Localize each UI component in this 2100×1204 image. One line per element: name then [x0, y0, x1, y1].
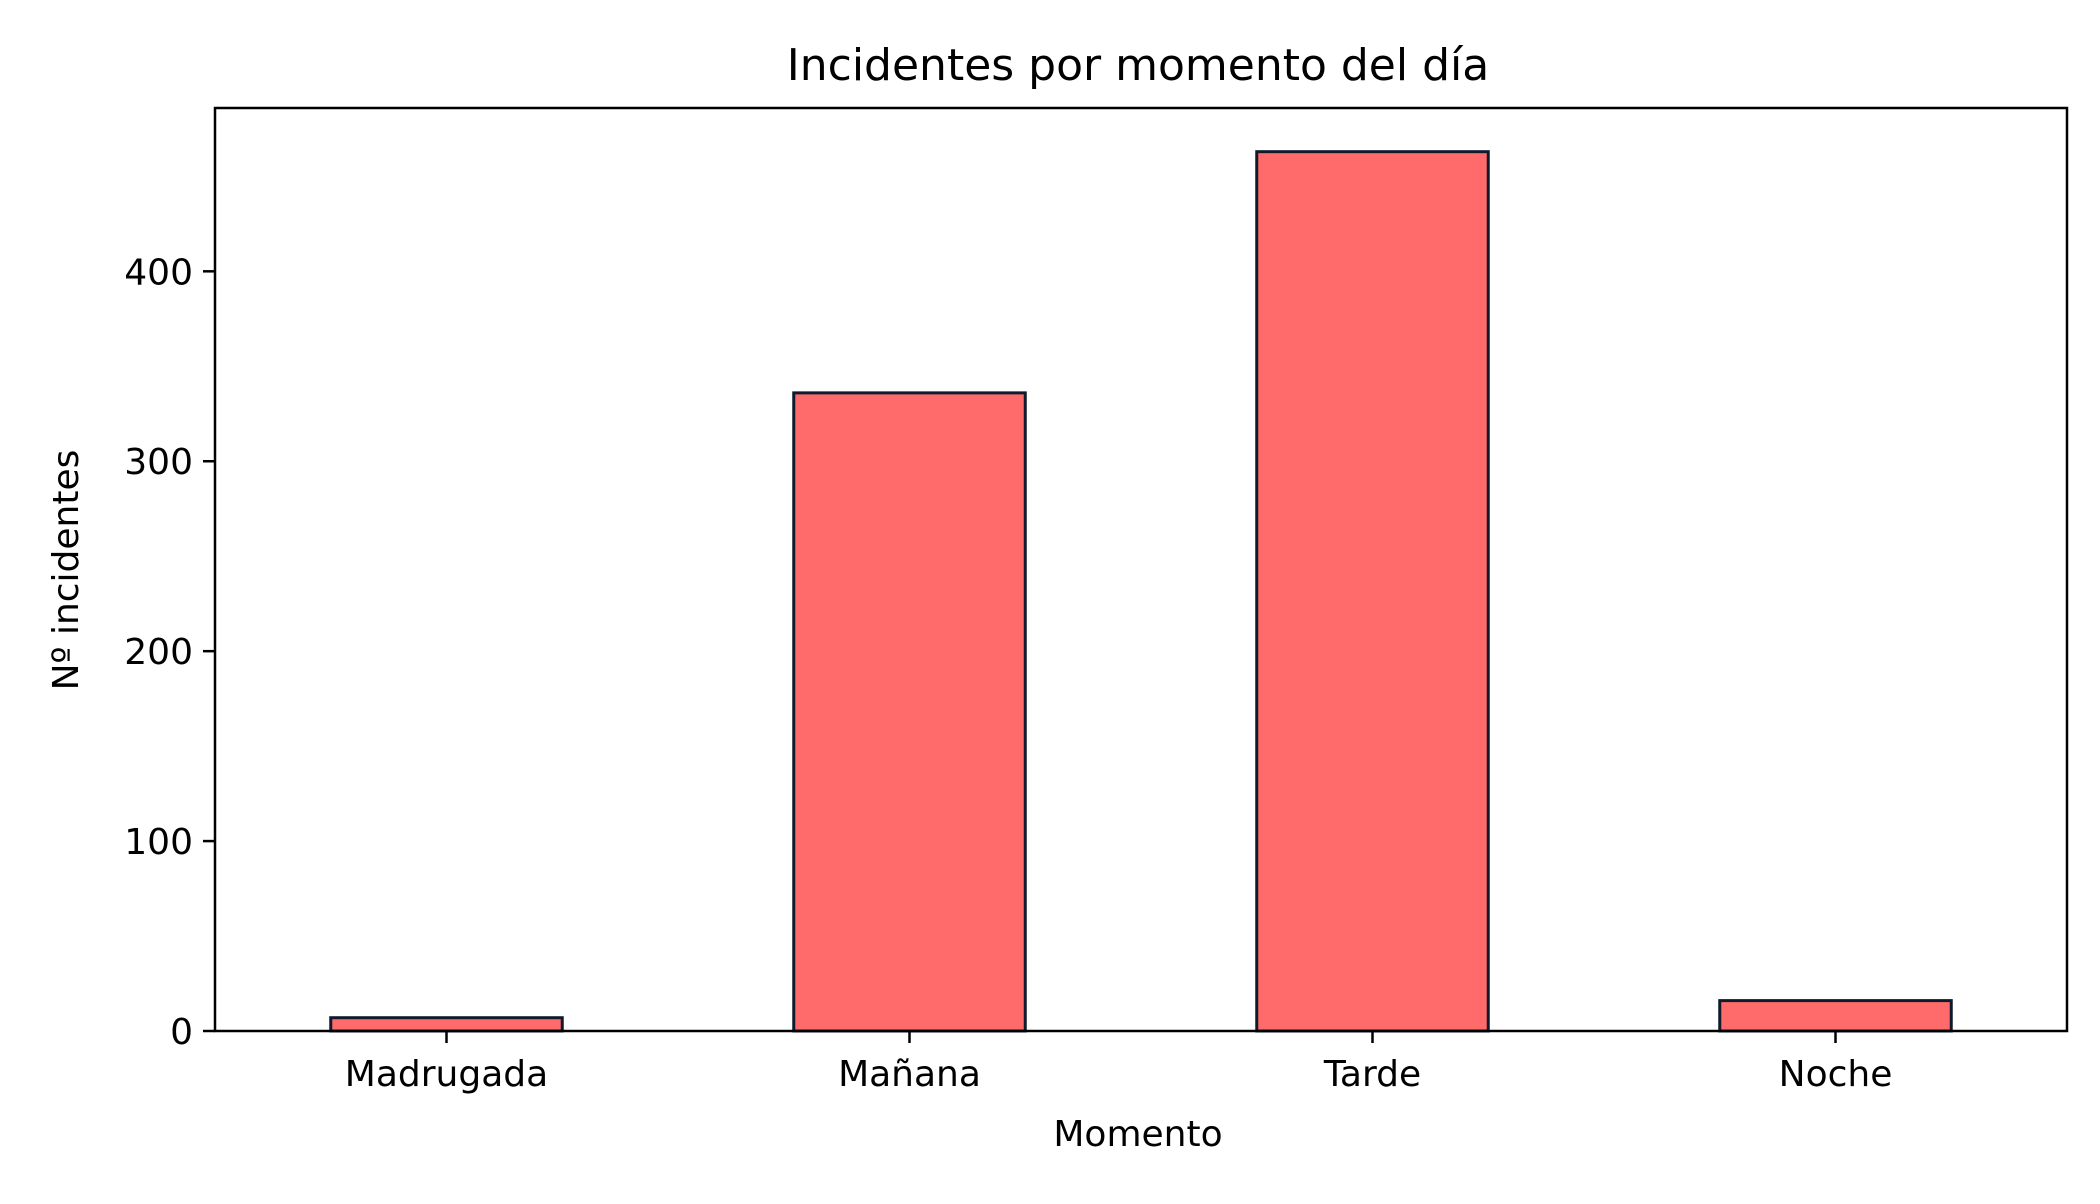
x-tick-label: Tarde: [1323, 1054, 1421, 1095]
x-tick-label: Mañana: [838, 1054, 981, 1095]
bar-tarde: [1255, 150, 1490, 1033]
x-axis-label: Momento: [1053, 1114, 1222, 1155]
x-axis: Madrugada Mañana Tarde Noche: [345, 1031, 1893, 1095]
x-tick-label: Madrugada: [345, 1054, 548, 1095]
y-axis: 0 100 200 300 400: [124, 252, 215, 1053]
y-tick-label: 0: [170, 1012, 193, 1053]
bar-noche: [1718, 999, 1953, 1033]
bar-madrugada: [329, 1016, 564, 1033]
y-tick-label: 200: [124, 632, 193, 673]
chart-title: Incidentes por momento del día: [787, 40, 1489, 91]
bar-ma-ana: [792, 391, 1027, 1033]
y-tick-label: 300: [124, 442, 193, 483]
y-axis-label: Nº incidentes: [46, 450, 87, 691]
plot-frame: [213, 106, 2069, 1033]
x-tick-label: Noche: [1779, 1054, 1893, 1095]
y-tick-label: 100: [124, 822, 193, 863]
plot-area: [213, 106, 2069, 1033]
y-tick-label: 400: [124, 252, 193, 293]
